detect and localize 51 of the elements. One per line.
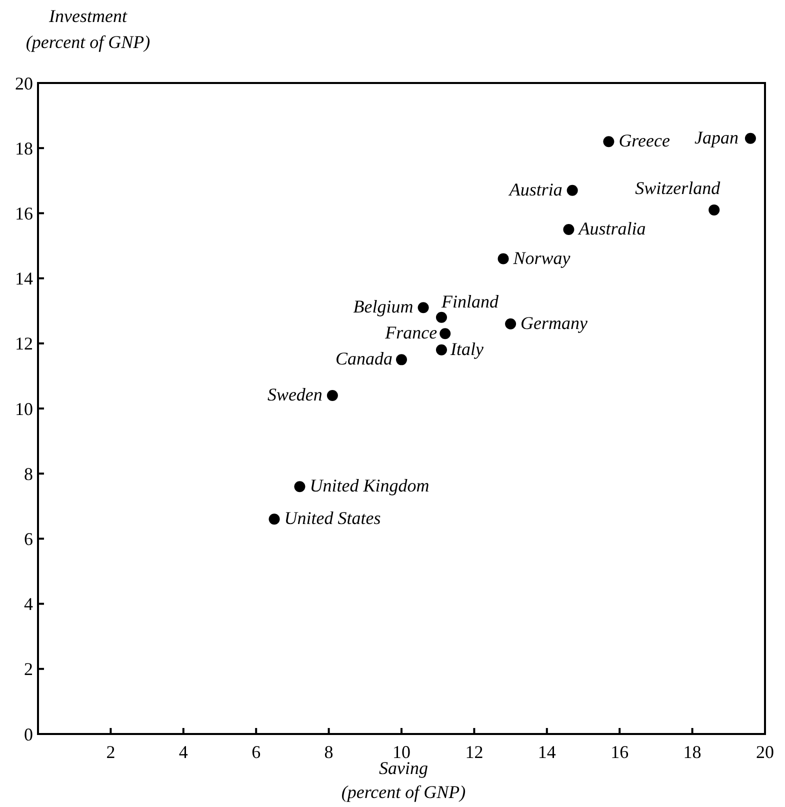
annotation: United States [284,508,381,528]
annotation: Finland [440,291,500,312]
annotation: Switzerland [635,178,722,198]
annotation: Austria [508,179,562,200]
point [436,312,447,323]
point [440,328,451,340]
x-tick-label: 2 [106,742,116,762]
point [708,204,720,216]
annotation: United Kingdom [310,476,430,496]
x-tick-label: 18 [683,742,702,762]
point [396,354,407,366]
x-tick-label: 6 [252,742,261,762]
point [436,344,447,356]
point [498,253,509,264]
x-tick-label: 8 [324,742,334,762]
point [326,390,338,401]
x-tick-label: 20 [756,742,774,762]
point [744,132,756,144]
y-tick-label: 16 [15,204,33,224]
point [603,136,614,148]
y-tick-label: 6 [24,529,33,549]
y-tick-label: 4 [24,594,33,614]
y-tick-label: 8 [24,464,33,484]
y-tick-label: 18 [15,138,33,158]
annotation: Canada [335,348,392,369]
y-tick-label: 20 [15,73,33,94]
annotation: France [384,322,438,343]
y-tick-label: 12 [15,334,33,354]
x-tick-label: 12 [465,742,484,762]
y-axis-title: Investment (percent of GNP) [26,6,150,52]
y-tick-label: 0 [24,724,33,744]
point [566,184,578,196]
annotation: Sweden [267,384,322,404]
point [268,514,280,525]
x-tick-label: 16 [610,742,629,762]
y-tick-label: 14 [15,268,33,289]
point [294,481,306,492]
annotation: Italy [449,338,484,359]
x-tick-label: 4 [178,742,188,762]
annotation: Belgium [353,296,414,317]
y-tick-label: 10 [15,398,33,419]
y-tick-label: 2 [24,659,33,680]
x-tick-label: 14 [538,742,556,762]
point [418,302,429,314]
annotation: Japan [694,127,738,148]
point [505,318,516,330]
point [563,224,574,235]
annotation: Greece [618,130,670,151]
annotation: Australia [578,218,646,238]
annotation: Germany [520,312,588,333]
annotation: Norway [512,248,570,268]
